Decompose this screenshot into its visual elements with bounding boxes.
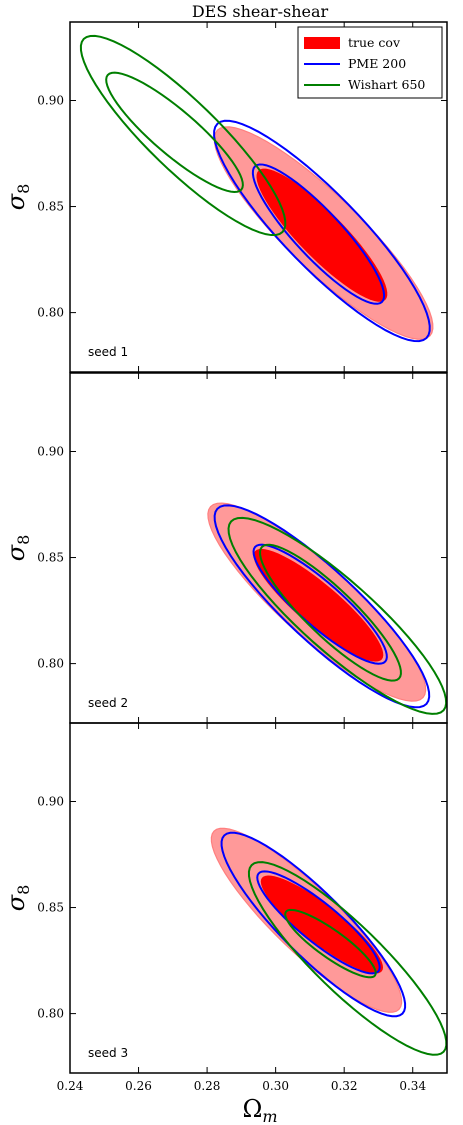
panel-seed-1: 0.80 0.85 0.90 seed 1 <box>37 21 448 373</box>
true-cov-inner-contour <box>256 168 388 302</box>
y-axis-labels: σ8 σ8 σ8 <box>2 184 33 912</box>
wishart-outer-contour <box>247 861 447 1056</box>
plot-area <box>79 34 434 343</box>
y-axis-label: σ8 <box>2 184 33 211</box>
x-axis-label: Ωm <box>242 1095 277 1125</box>
x-tick-label: 0.30 <box>262 1079 289 1093</box>
seed-label: seed 1 <box>88 345 128 359</box>
panel-seed-2: 0.80 0.85 0.90 seed 2 <box>37 372 448 724</box>
y-tick-label: 0.80 <box>37 1007 64 1021</box>
panel-seed-3: 0.80 0.85 0.90 seed 3 <box>37 722 448 1074</box>
seed-label: seed 2 <box>88 696 128 710</box>
wishart-outer-contour <box>79 34 287 237</box>
legend-label: PME 200 <box>348 56 406 71</box>
x-tick-label: 0.32 <box>331 1079 358 1093</box>
y-axis-label: σ8 <box>2 535 33 562</box>
wishart-inner-contour <box>284 908 377 979</box>
axes-frame <box>69 21 448 373</box>
wishart-inner-contour <box>105 71 244 193</box>
x-tick-label: 0.34 <box>399 1079 426 1093</box>
pme-outer-contour <box>220 831 407 1018</box>
y-tick-label: 0.80 <box>37 306 64 320</box>
x-tick-label: 0.26 <box>125 1079 152 1093</box>
y-tick-label: 0.80 <box>37 657 64 671</box>
pme-inner-contour <box>252 543 388 665</box>
plot-area <box>207 502 447 715</box>
y-tick-label: 0.85 <box>37 551 64 565</box>
true-cov-inner-contour <box>260 875 384 974</box>
x-tick-label: 0.28 <box>194 1079 221 1093</box>
axes-frame <box>69 722 448 1074</box>
true-cov-inner-contour <box>253 548 384 662</box>
y-axis-label: σ8 <box>2 885 33 912</box>
legend-swatch <box>304 37 340 49</box>
y-tick-label: 0.85 <box>37 200 64 214</box>
y-tick-label: 0.90 <box>37 444 64 458</box>
y-tick-label: 0.90 <box>37 794 64 808</box>
chart-title: DES shear-shear <box>192 2 329 21</box>
pme-inner-contour <box>251 163 386 305</box>
legend-label: true cov <box>348 35 401 50</box>
pme-inner-contour <box>256 870 381 975</box>
plot-area <box>210 827 447 1056</box>
wishart-outer-contour <box>227 516 447 715</box>
y-tick-label: 0.85 <box>37 901 64 915</box>
legend: true cov PME 200 Wishart 650 <box>297 26 443 99</box>
y-tick-label: 0.90 <box>37 93 64 107</box>
wishart-inner-contour <box>259 543 402 682</box>
x-tick-label: 0.24 <box>57 1079 84 1093</box>
pme-outer-contour <box>213 504 431 709</box>
pme-outer-contour <box>213 119 431 343</box>
legend-label: Wishart 650 <box>348 77 425 92</box>
x-tick-labels: 0.24 0.26 0.28 0.30 0.32 0.34 <box>57 1079 427 1093</box>
seed-label: seed 3 <box>88 1046 128 1060</box>
